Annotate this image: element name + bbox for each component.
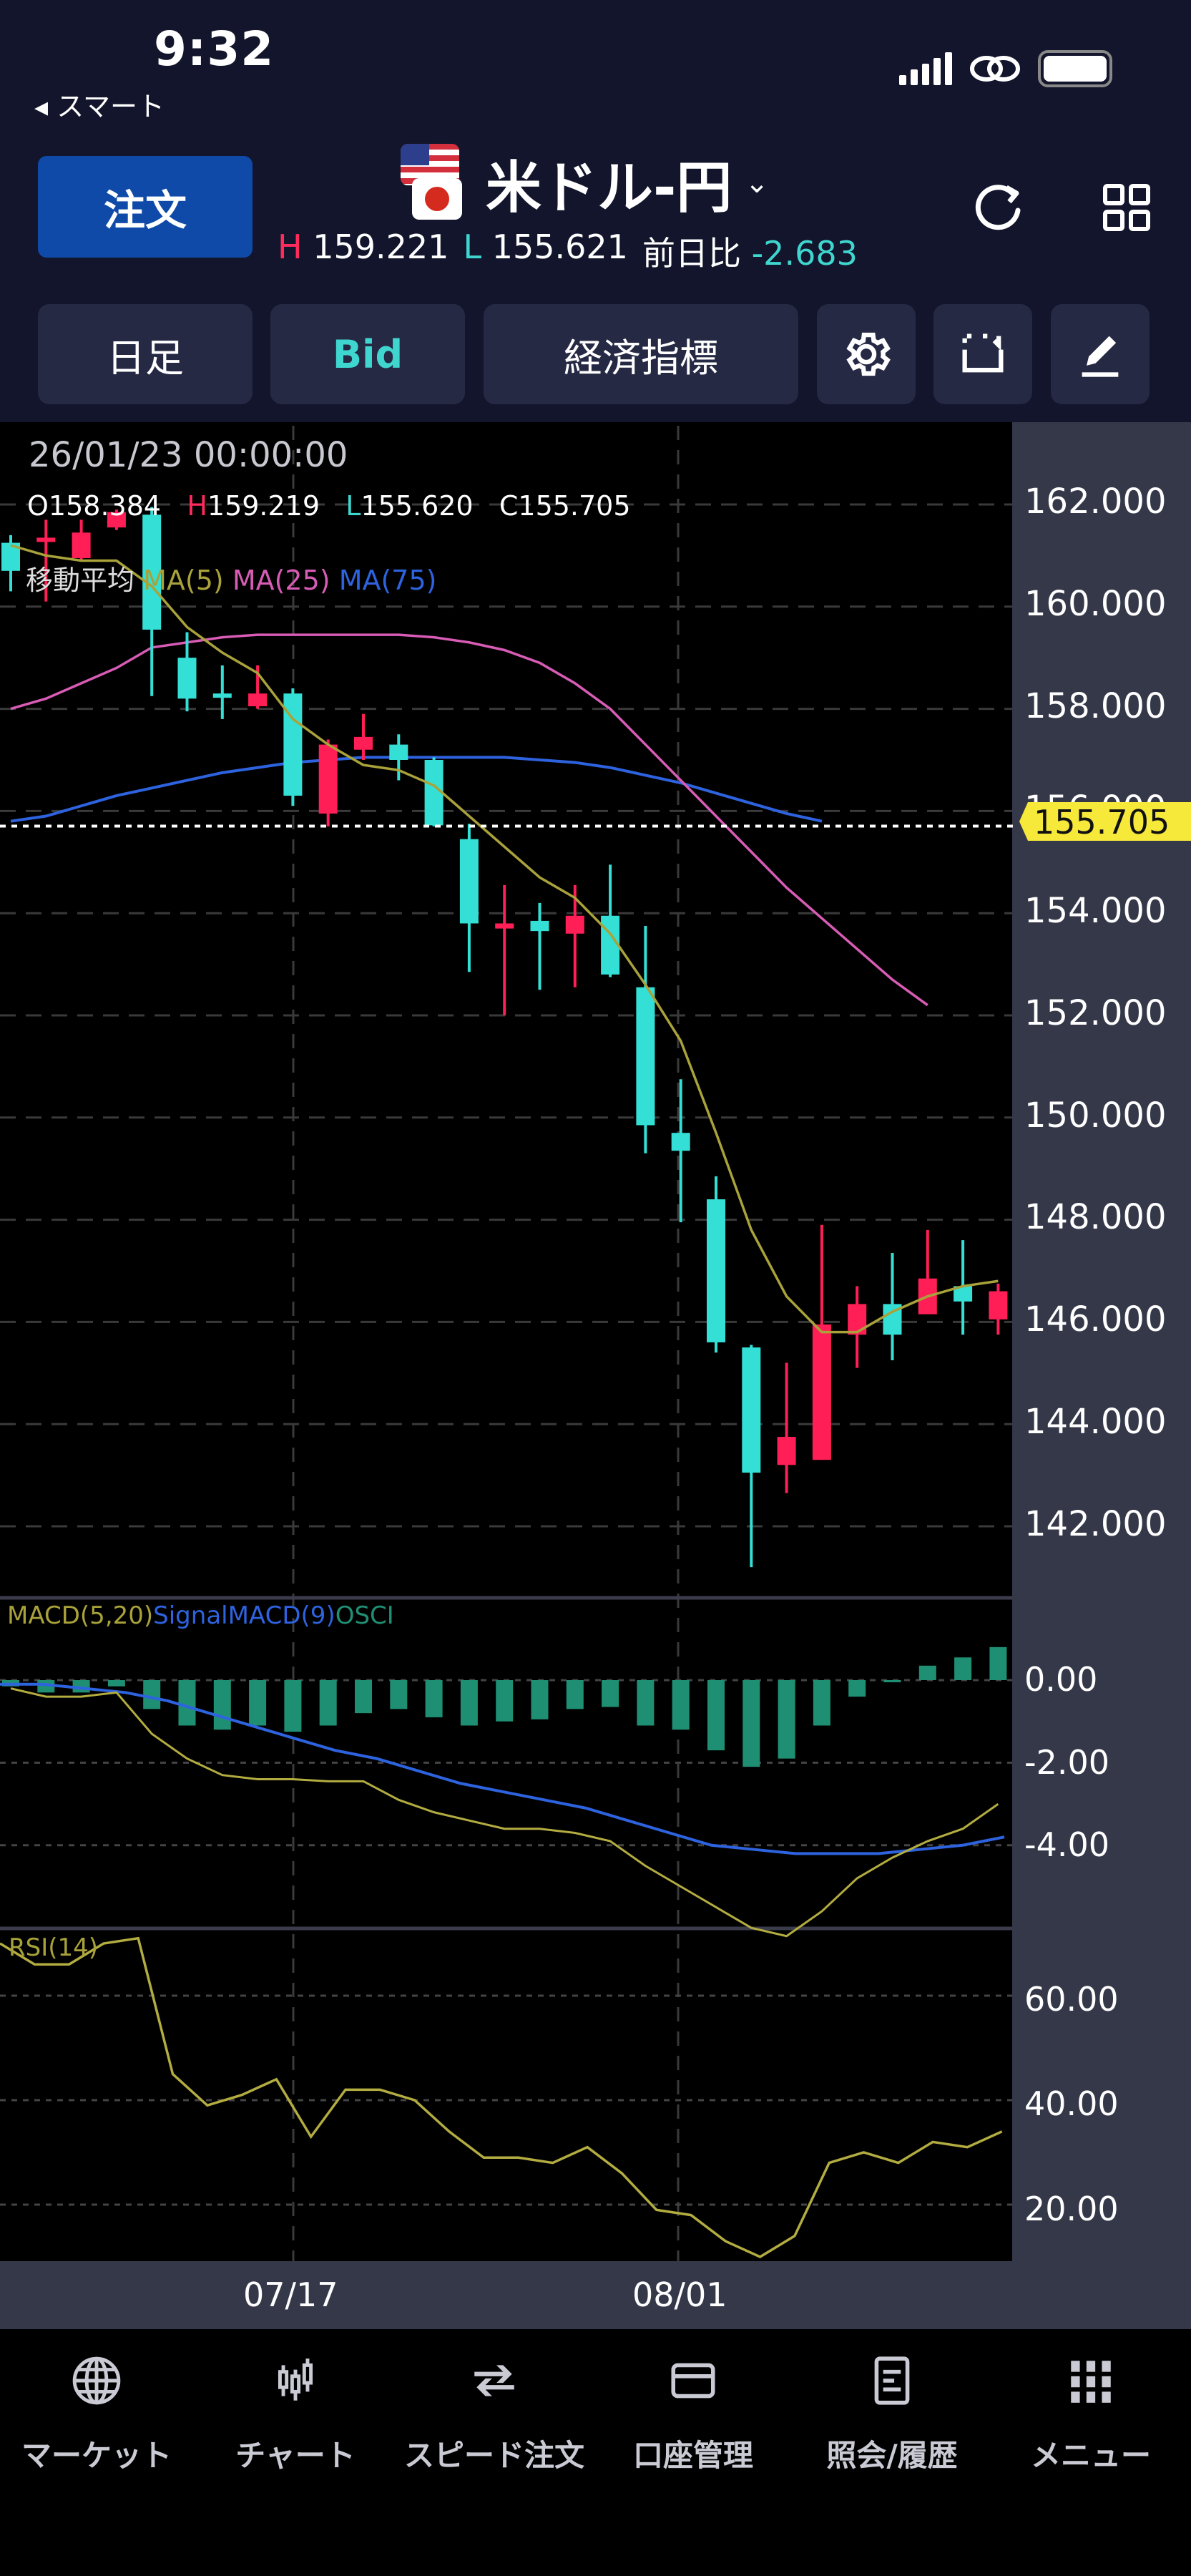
price-tick: 144.000 bbox=[1024, 1402, 1167, 1442]
nav-label: スピード注文 bbox=[403, 2438, 584, 2473]
chart-canvas[interactable] bbox=[0, 426, 1012, 2261]
open-value: 158.384 bbox=[48, 490, 162, 522]
pencil-icon bbox=[1082, 336, 1119, 377]
order-button[interactable]: 注文 bbox=[38, 156, 253, 258]
change-label: 前日比 bbox=[642, 234, 741, 273]
nav-label: 照会/履歴 bbox=[826, 2438, 958, 2473]
pair-name: 米ドル-円 bbox=[486, 156, 732, 220]
high-label: H bbox=[187, 490, 207, 522]
high-value: 159.221 bbox=[313, 228, 449, 266]
ma5-legend: MA(5) bbox=[143, 565, 224, 596]
price-axis[interactable] bbox=[1012, 422, 1191, 2261]
time-tick: 07/17 bbox=[243, 2275, 338, 2314]
refresh-icon[interactable] bbox=[969, 179, 1026, 236]
open-label: O bbox=[27, 490, 49, 522]
layout-grid-icon[interactable] bbox=[1102, 182, 1152, 233]
arrows-icon bbox=[474, 2365, 514, 2396]
price-tick: 150.000 bbox=[1024, 1096, 1167, 1136]
nav-label: 口座管理 bbox=[632, 2438, 753, 2473]
back-to-app-link[interactable]: ◂ スマート bbox=[34, 91, 165, 122]
low-value: 155.621 bbox=[491, 228, 628, 266]
chart-datetime: 26/01/23 00:00:00 bbox=[29, 435, 348, 475]
close-value: 155.705 bbox=[518, 490, 631, 522]
bottom-navigation bbox=[0, 2329, 1191, 2576]
price-tick: 142.000 bbox=[1024, 1504, 1167, 1544]
battery-icon bbox=[1038, 50, 1112, 87]
nav-speed-order[interactable]: スピード注文 bbox=[398, 2354, 591, 2475]
price-tick: 162.000 bbox=[1024, 482, 1167, 522]
macd-tick: -2.00 bbox=[1024, 1743, 1110, 1782]
low-label: L bbox=[345, 490, 361, 522]
ma-legend: 移動平均 MA(5) MA(25) MA(75) bbox=[26, 558, 437, 597]
current-price-tag bbox=[1019, 802, 1191, 841]
globe-icon bbox=[72, 2356, 121, 2405]
macd-legend: MACD(5,20)SignalMACD(9)OSCI bbox=[7, 1601, 394, 1630]
signal-icon bbox=[899, 52, 952, 85]
macd-legend-osci: OSCI bbox=[335, 1601, 394, 1630]
low-value: 155.620 bbox=[361, 490, 474, 522]
nav-menu[interactable]: メニュー bbox=[994, 2354, 1187, 2475]
nav-account[interactable]: 口座管理 bbox=[597, 2354, 790, 2475]
price-type-button[interactable]: Bid bbox=[270, 304, 465, 404]
status-icons bbox=[899, 50, 1112, 87]
currency-pair-selector[interactable]: 米ドル-円 ⌄ bbox=[401, 143, 769, 223]
rsi-tick: 20.00 bbox=[1024, 2190, 1119, 2228]
nav-market[interactable]: マーケット bbox=[0, 2354, 193, 2475]
ma-legend-label: 移動平均 bbox=[26, 565, 135, 596]
nav-history[interactable]: 照会/履歴 bbox=[795, 2354, 989, 2475]
economic-indicators-button[interactable]: 経済指標 bbox=[484, 304, 798, 404]
macd-legend-signal: SignalMACD(9) bbox=[153, 1601, 335, 1630]
macd-legend-macd: MACD(5,20) bbox=[7, 1601, 154, 1630]
rotate-screen-button[interactable] bbox=[933, 304, 1032, 404]
rsi-tick: 60.00 bbox=[1024, 1980, 1119, 2019]
high-value: 159.219 bbox=[207, 490, 320, 522]
period-button[interactable]: 日足 bbox=[38, 304, 253, 404]
rotate-screen-icon bbox=[962, 333, 1004, 373]
price-tick: 146.000 bbox=[1024, 1299, 1167, 1340]
current-price-tag-value: 155.705 bbox=[1034, 803, 1170, 841]
nav-label: チャート bbox=[235, 2438, 356, 2473]
time-tick: 08/01 bbox=[632, 2275, 727, 2314]
daily-high-low-row: H 159.221 L 155.621 前日比 -2.683 bbox=[278, 228, 858, 275]
macd-tick: 0.00 bbox=[1024, 1660, 1098, 1699]
link-icon bbox=[970, 56, 1020, 82]
price-tick: 154.000 bbox=[1024, 891, 1167, 931]
draw-button[interactable] bbox=[1051, 304, 1150, 404]
nav-label: メニュー bbox=[1030, 2438, 1151, 2473]
rsi-tick: 40.00 bbox=[1024, 2084, 1119, 2123]
price-tick: 158.000 bbox=[1024, 686, 1167, 726]
menu-grid-icon bbox=[1071, 2361, 1111, 2403]
chevron-down-icon: ⌄ bbox=[745, 167, 769, 200]
price-tick: 148.000 bbox=[1024, 1197, 1167, 1237]
time-axis[interactable] bbox=[0, 2261, 1191, 2329]
card-icon bbox=[671, 2363, 715, 2399]
gear-icon bbox=[846, 332, 891, 376]
settings-button[interactable] bbox=[817, 304, 916, 404]
high-label: H bbox=[278, 228, 303, 266]
usd-jpy-flag-icon bbox=[401, 144, 469, 223]
rsi-legend: RSI(14) bbox=[9, 1933, 99, 1962]
nav-chart[interactable]: チャート bbox=[199, 2354, 392, 2475]
low-label: L bbox=[463, 228, 482, 266]
nav-label: マーケット bbox=[21, 2438, 172, 2473]
ma75-legend: MA(75) bbox=[338, 565, 437, 596]
candlestick-icon bbox=[278, 2358, 313, 2401]
price-tick: 152.000 bbox=[1024, 993, 1167, 1033]
macd-tick: -4.00 bbox=[1024, 1825, 1110, 1864]
status-time: 9:32 bbox=[154, 21, 275, 77]
chart-svg bbox=[0, 426, 1016, 2261]
ohlc-row: O158.384 H159.219 L155.620 C155.705 bbox=[27, 490, 631, 522]
close-label: C bbox=[499, 490, 519, 522]
ma25-legend: MA(25) bbox=[232, 565, 330, 596]
change-value: -2.683 bbox=[751, 234, 858, 273]
document-icon bbox=[874, 2356, 910, 2405]
price-tick: 160.000 bbox=[1024, 584, 1167, 624]
